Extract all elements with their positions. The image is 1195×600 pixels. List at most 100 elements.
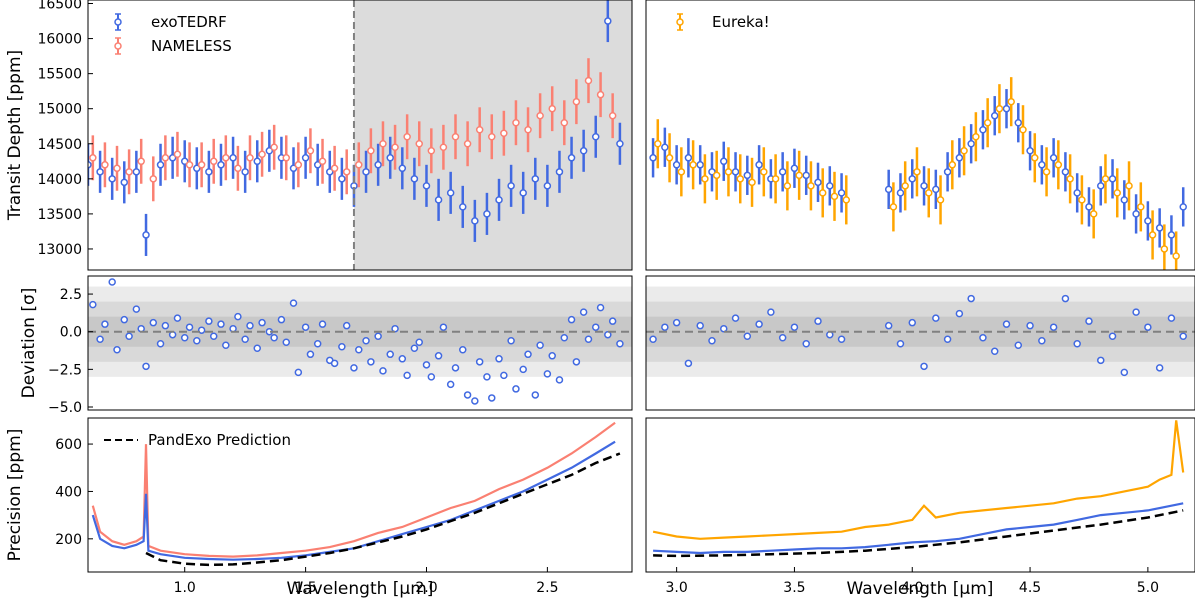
data-point [814,317,822,325]
data-point [197,326,206,334]
data-point [313,340,322,348]
data-point [108,278,116,286]
data-point [701,175,709,183]
legend-marker-exotedrf [114,13,122,31]
y-axis-label: Deviation [σ] [19,288,39,399]
data-point [229,154,237,162]
data-point [572,358,581,366]
data-point [1167,231,1176,239]
data-point [330,164,339,173]
data-point [113,164,121,173]
data-point [731,168,740,176]
data-point [908,318,917,327]
data-point [483,210,491,218]
data-point [548,104,556,113]
data-point [943,168,952,176]
data-point [536,111,544,120]
data-point [842,196,851,204]
data-point [451,133,460,141]
data-point [1089,210,1098,218]
data-point [391,143,399,152]
data-point [185,323,194,331]
data-point [1108,332,1117,340]
data-point [596,90,605,99]
data-point [1113,189,1121,197]
data-point [1120,368,1129,377]
data-point [696,321,704,330]
y-tick-label: 15500 [37,67,82,83]
data-point [1097,356,1105,365]
data-point [608,111,617,120]
panel-precision-niriss: 200 400 600 1.0 1.5 2.0 2.5 Precision [ppm] Wa… [5,417,633,599]
data-point [156,340,165,348]
data-point [173,150,182,159]
data-point [1019,125,1027,134]
data-point [459,203,467,211]
data-point [410,344,419,353]
data-point [289,164,298,173]
x-tick-label: 3.5 [783,580,805,596]
legend-label-pandexo: PandExo Prediction [148,431,291,449]
data-point [560,333,569,342]
data-point [410,175,419,183]
y-tick-label: −2.5 [48,362,82,378]
series-eureka [654,77,1180,270]
data-point [367,147,375,155]
data-point [253,157,261,166]
data-point [459,346,467,354]
data-point [488,133,496,141]
data-point [555,376,564,384]
data-point [96,335,104,343]
panel-transit-nirspec: Eureka! [645,0,1195,271]
data-point [1049,323,1058,331]
data-point [193,164,201,173]
data-point [665,154,674,162]
axes-frame [87,417,633,573]
data-point [1160,245,1169,253]
data-point [932,314,940,322]
data-point [386,154,394,162]
legend-marker-nameless [114,37,122,55]
data-point [427,373,436,381]
data-point [1073,189,1081,197]
data-point [913,168,921,176]
data-point [217,320,225,328]
data-point [802,340,810,348]
data-point [802,171,810,180]
line-nameless [91,421,616,558]
data-point [884,321,893,330]
axes-frame [87,275,633,411]
data-point [222,341,230,350]
data-point [362,336,370,345]
data-point [318,157,327,166]
data-point [536,341,544,350]
data-point [362,168,370,176]
data-point [306,147,315,155]
data-point [500,129,508,137]
y-tick-label: 600 [55,437,82,453]
data-point [120,315,129,324]
data-point [830,192,839,201]
y-tick-label: 16000 [37,32,82,48]
data-point [604,17,612,25]
line-exotedrf [91,440,616,561]
data-point [778,168,787,176]
x-tick-label: 5.0 [1137,580,1159,596]
data-point [270,333,278,342]
data-point [567,315,576,324]
data-point [89,300,97,309]
data-point [222,154,230,162]
data-point [451,364,460,372]
x-axis-label: Wavelength [µm] [847,579,994,599]
series-nameless [89,58,617,202]
data-point [661,323,669,331]
data-point [374,332,382,340]
data-point [168,154,177,162]
data-point [132,168,141,176]
data-point [955,154,964,162]
data-point [1137,203,1145,211]
data-point [282,338,291,346]
y-tick-label: −5.0 [48,400,82,416]
data-point [519,189,527,197]
panel-deviation-niriss: −5.0 −2.5 0.0 2.5 Deviation [σ] [19,275,633,416]
